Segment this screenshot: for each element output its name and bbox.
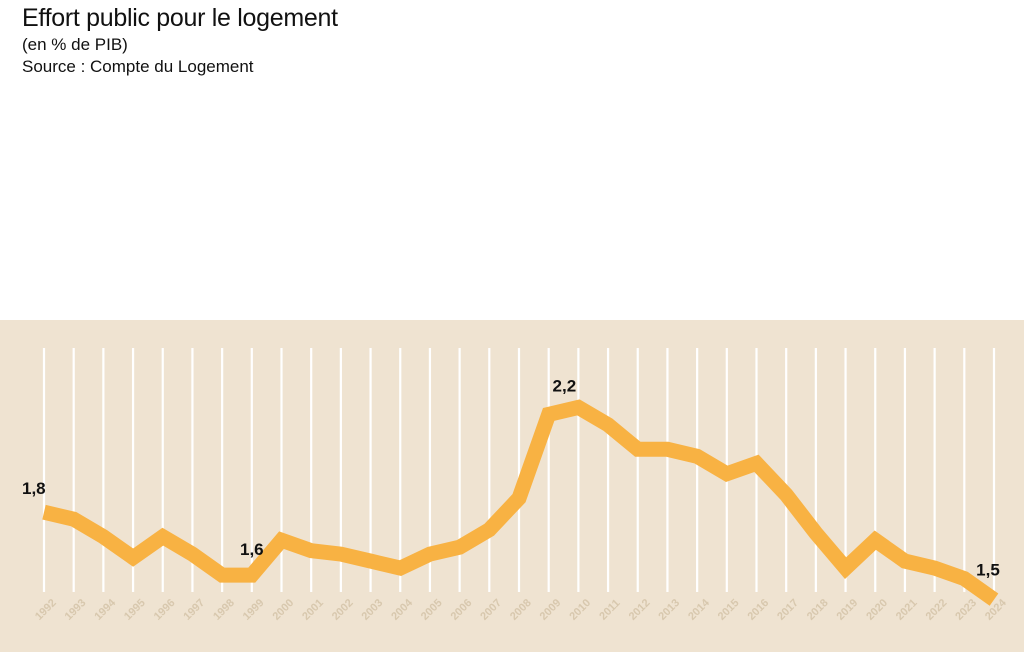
x-tick-label-2023: 2023 (953, 597, 979, 623)
x-tick-label-2020: 2020 (864, 597, 890, 623)
x-tick-label-2018: 2018 (805, 597, 831, 623)
x-tick-label-2014: 2014 (686, 596, 712, 622)
x-tick-label-2011: 2011 (597, 597, 622, 622)
x-tick-label-2003: 2003 (360, 597, 386, 623)
x-tick-label-2005: 2005 (419, 597, 445, 623)
x-tick-label-1992: 1992 (33, 597, 59, 623)
x-tick-label-1994: 1994 (92, 596, 118, 622)
chart-panel: 1992 1993 1994 1995 1996 1997 1998 1999 2000 2001… (0, 320, 1024, 652)
x-tick-label-2013: 2013 (656, 597, 682, 623)
x-tick-label-2008: 2008 (508, 597, 534, 623)
data-label-2024: 1,5 (976, 561, 1000, 580)
x-tick-label-2022: 2022 (924, 597, 950, 623)
x-tick-label-2002: 2002 (330, 597, 356, 623)
x-tick-label-2016: 2016 (745, 597, 771, 623)
x-tick-label-2007: 2007 (478, 597, 504, 623)
x-tick-label-2004: 2004 (389, 596, 415, 622)
x-tick-label-1996: 1996 (152, 597, 178, 623)
chart-source: Source : Compte du Logement (22, 57, 254, 76)
x-tick-label-2017: 2017 (775, 597, 801, 623)
chart-title: Effort public pour le logement (22, 4, 338, 32)
x-tick-label-2001: 2001 (300, 597, 326, 623)
x-tick-label-2009: 2009 (538, 597, 564, 623)
data-label-2010: 2,2 (553, 376, 577, 395)
x-tick-label-2006: 2006 (449, 597, 475, 623)
x-tick-label-1998: 1998 (211, 597, 237, 623)
x-tick-label-1993: 1993 (63, 597, 89, 623)
x-tick-label-1999: 1999 (241, 597, 267, 623)
line-chart: 1992 1993 1994 1995 1996 1997 1998 1999 2000 2001… (22, 348, 1009, 623)
x-tick-label-1995: 1995 (122, 597, 148, 623)
data-label-1999: 1,6 (240, 540, 264, 559)
data-label-1992: 1,8 (22, 479, 46, 498)
x-tick-label-1997: 1997 (181, 597, 207, 623)
x-tick-label-2000: 2000 (270, 597, 296, 623)
x-tick-label-2015: 2015 (716, 597, 742, 623)
x-tick-label-2012: 2012 (627, 597, 653, 623)
x-tick-label-2010: 2010 (567, 597, 593, 623)
x-tick-label-2019: 2019 (835, 597, 861, 623)
x-tick-label-2021: 2021 (894, 597, 920, 623)
chart-header: Effort public pour le logement (en % de … (22, 2, 338, 78)
chart-subtitle: (en % de PIB) (22, 35, 128, 54)
